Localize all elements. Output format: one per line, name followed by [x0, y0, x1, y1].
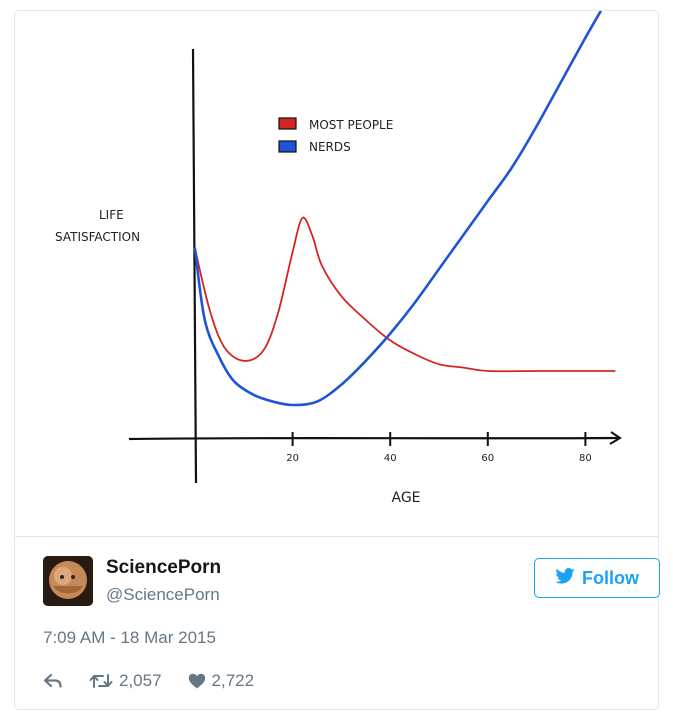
x-tick-label-40: 40: [384, 453, 397, 464]
x-axis-label: AGE: [391, 490, 420, 506]
follow-button[interactable]: Follow: [534, 558, 660, 598]
like-count: 2,722: [211, 671, 255, 690]
author-name[interactable]: SciencePorn: [106, 557, 222, 578]
legend-swatch-nerds: [278, 140, 297, 153]
x-axis-arrowhead: [609, 431, 622, 445]
legend-swatch-most-people: [278, 117, 297, 130]
y-axis-label-line1: LIFE: [99, 208, 124, 222]
x-tick-label-60: 60: [481, 453, 494, 464]
legend-label-most-people: MOST PEOPLE: [309, 118, 393, 132]
tweet-author: SciencePorn @SciencePorn Follow: [43, 556, 660, 616]
series-line-nerds: [193, 11, 603, 407]
life-satisfaction-chart: 20 40 60 80 LIFE SATISFACTION AGE MOST PEOP…: [55, 11, 622, 506]
retweet-count: 2,057: [119, 671, 162, 690]
twitter-bird-icon: [555, 567, 575, 589]
follow-label: Follow: [582, 567, 639, 588]
series-lines: [193, 11, 616, 407]
reply-button[interactable]: [43, 673, 63, 689]
tweet-timestamp[interactable]: 7:09 AM - 18 Mar 2015: [43, 628, 216, 647]
reply-icon: [43, 673, 63, 689]
heart-icon: [188, 673, 206, 689]
y-axis: [191, 48, 198, 484]
series-line-most-people: [194, 216, 616, 373]
x-axis: [128, 436, 620, 441]
retweet-icon: [89, 673, 113, 689]
tweet-actions: 2,057 2,722: [43, 666, 280, 696]
tweet-image[interactable]: 20 40 60 80 LIFE SATISFACTION AGE MOST PEOP…: [15, 11, 658, 537]
x-tick-label-80: 80: [579, 453, 592, 464]
author-handle[interactable]: @SciencePorn: [106, 585, 220, 604]
legend-label-nerds: NERDS: [309, 140, 351, 154]
tweet-card: 20 40 60 80 LIFE SATISFACTION AGE MOST PEOP…: [14, 10, 660, 710]
x-ticks: 20 40 60 80: [286, 432, 592, 464]
x-tick-label-20: 20: [286, 453, 299, 464]
y-axis-label-line2: SATISFACTION: [55, 230, 140, 244]
retweet-button[interactable]: 2,057: [89, 671, 162, 691]
like-button[interactable]: 2,722: [188, 671, 255, 691]
avatar[interactable]: [43, 556, 93, 606]
